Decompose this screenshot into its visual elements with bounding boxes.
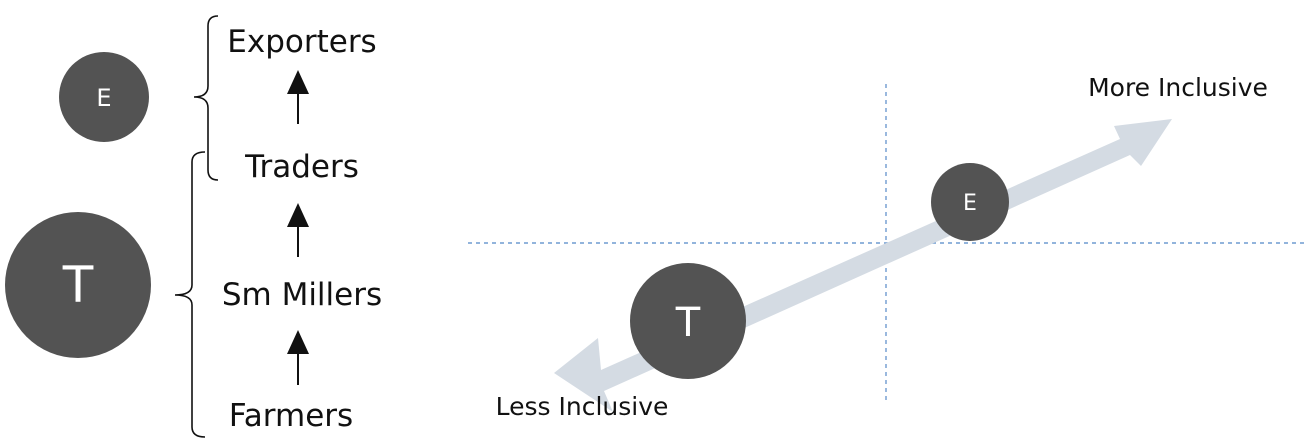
traders-position-marker: T xyxy=(630,263,746,379)
exporters-group-circle: E xyxy=(59,52,149,142)
flow-arrow-millers-to-traders xyxy=(287,203,309,257)
traders-marker-letter: T xyxy=(675,300,701,346)
inclusiveness-double-arrow xyxy=(554,119,1172,412)
stage-farmers: Farmers xyxy=(229,398,353,434)
traders-group-circle: T xyxy=(5,212,151,358)
flow-arrow-traders-to-exporters xyxy=(287,70,309,124)
less-inclusive-label: Less Inclusive xyxy=(496,392,669,421)
stage-sm-millers: Sm Millers xyxy=(222,277,382,313)
exporters-brace xyxy=(193,15,219,181)
exporters-marker-letter: E xyxy=(963,191,977,216)
value-chain: E T Exporters Traders Sm Millers Farmers xyxy=(5,15,382,438)
traders-group-letter: T xyxy=(62,256,94,314)
stage-traders: Traders xyxy=(244,149,359,185)
exporters-group-letter: E xyxy=(96,84,111,112)
inclusiveness-spectrum: E T More Inclusive Less Inclusive xyxy=(468,73,1306,421)
flow-arrow-farmers-to-millers xyxy=(287,330,309,385)
exporters-position-marker: E xyxy=(931,163,1009,241)
more-inclusive-label: More Inclusive xyxy=(1088,73,1268,102)
stage-exporters: Exporters xyxy=(227,24,376,60)
traders-brace xyxy=(174,151,206,438)
